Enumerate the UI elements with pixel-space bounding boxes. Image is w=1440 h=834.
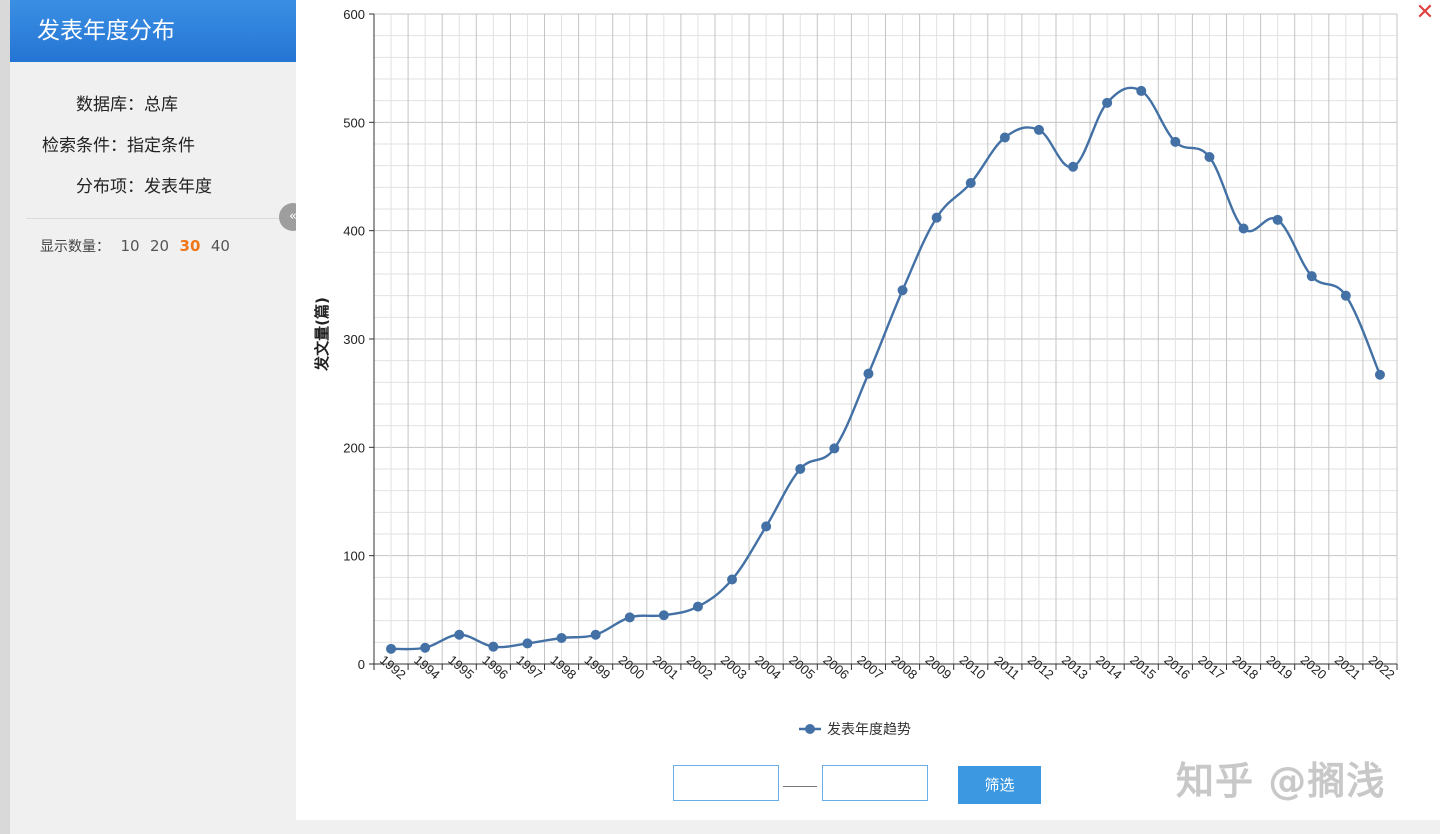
x-tick-label: 2010 <box>957 652 989 682</box>
count-option-40[interactable]: 40 <box>210 237 230 255</box>
x-tick-label: 2014 <box>1093 652 1125 682</box>
display-count-label: 显示数量： <box>40 239 110 255</box>
info-key: 检索条件： <box>42 136 127 156</box>
data-point <box>1238 223 1249 234</box>
x-tick-label: 2005 <box>786 652 818 682</box>
x-tick-label: 1998 <box>547 652 579 682</box>
data-point <box>1204 152 1215 162</box>
x-tick-label: 2006 <box>820 652 852 682</box>
display-count-row: 显示数量： 10 20 30 40 <box>40 236 230 256</box>
x-tick-label: 2007 <box>854 652 886 682</box>
x-tick-label: 1995 <box>445 652 477 682</box>
data-point <box>1170 136 1181 147</box>
data-point <box>1340 290 1351 301</box>
info-row-distribution: 分布项：发表年度 <box>40 172 212 197</box>
y-tick-label: 100 <box>343 549 365 564</box>
y-tick-label: 0 <box>358 657 365 672</box>
watermark: 知乎 @搁浅 <box>1176 759 1386 803</box>
filter-button[interactable]: 筛选 <box>958 766 1041 804</box>
x-tick-label: 2003 <box>718 652 750 682</box>
data-point <box>1068 161 1079 172</box>
x-tick-label: 2008 <box>888 652 920 682</box>
data-point <box>1272 214 1283 225</box>
data-point <box>420 642 431 653</box>
data-point <box>556 633 567 643</box>
data-point <box>488 641 499 652</box>
data-point <box>931 212 942 223</box>
data-point <box>1136 85 1147 96</box>
x-tick-label: 1999 <box>582 652 614 682</box>
data-point <box>829 443 840 454</box>
end-year-input[interactable] <box>822 765 928 801</box>
x-tick-label: 2013 <box>1059 652 1091 682</box>
data-point <box>590 629 601 640</box>
x-tick-label: 1997 <box>513 652 545 682</box>
info-row-condition: 检索条件：指定条件 <box>24 131 195 156</box>
x-tick-label: 1996 <box>479 652 511 682</box>
y-tick-label: 300 <box>343 332 365 347</box>
start-year-input[interactable] <box>673 765 779 801</box>
y-tick-label: 500 <box>343 115 365 130</box>
data-point <box>999 132 1010 143</box>
x-tick-label: 2016 <box>1161 652 1193 682</box>
x-tick-label: 2009 <box>923 652 955 682</box>
x-tick-label: 2021 <box>1332 652 1364 682</box>
y-tick-label: 200 <box>343 440 365 455</box>
x-tick-label: 2022 <box>1366 652 1398 682</box>
background-page-strip <box>0 0 12 834</box>
x-tick-label: 2015 <box>1127 652 1159 682</box>
data-point <box>965 178 976 188</box>
left-panel: 发表年度分布 数据库：总库 检索条件：指定条件 分布项：发表年度 显示数量： 1… <box>10 0 296 834</box>
panel-title: 发表年度分布 <box>10 0 296 62</box>
y-tick-label: 600 <box>343 7 365 22</box>
data-point <box>897 285 908 296</box>
y-tick-label: 400 <box>343 224 365 239</box>
background-page-bottom <box>296 820 1440 834</box>
x-tick-label: 2004 <box>752 652 784 682</box>
count-option-30[interactable]: 30 <box>179 237 201 255</box>
info-value: 指定条件 <box>127 136 195 156</box>
count-option-10[interactable]: 10 <box>120 237 140 255</box>
data-point <box>658 610 669 621</box>
x-tick-label: 2001 <box>650 652 682 682</box>
count-option-20[interactable]: 20 <box>150 237 170 255</box>
x-tick-label: 1994 <box>411 652 443 682</box>
x-tick-label: 2002 <box>684 652 716 682</box>
data-point <box>522 638 533 649</box>
info-key: 数据库： <box>76 95 144 115</box>
info-value: 发表年度 <box>144 177 212 197</box>
data-point <box>1306 271 1317 282</box>
data-point <box>692 601 703 612</box>
legend-label: 发表年度趋势 <box>827 722 911 738</box>
x-tick-label: 2011 <box>991 653 1022 682</box>
y-axis-label: 发文量(篇) <box>313 297 331 372</box>
x-tick-label: 2017 <box>1195 652 1227 682</box>
data-point <box>454 629 465 640</box>
data-point <box>1033 124 1044 135</box>
x-tick-label: 2020 <box>1298 652 1330 682</box>
data-point <box>727 574 738 585</box>
data-point <box>795 464 806 474</box>
range-dash <box>783 786 817 787</box>
data-point <box>624 612 635 623</box>
data-point <box>1102 97 1113 108</box>
info-key: 分布项： <box>76 177 144 197</box>
x-tick-label: 1992 <box>377 652 409 682</box>
data-point <box>1374 369 1385 380</box>
data-point <box>761 521 772 532</box>
divider <box>26 218 282 219</box>
data-point <box>863 368 874 379</box>
info-row-database: 数据库：总库 <box>40 90 178 115</box>
close-icon[interactable]: ✕ <box>1415 0 1435 25</box>
chart-panel: ✕ 0 100 200 300 400 500 600 1992 1994 1995 1996 199… <box>296 0 1440 820</box>
data-point <box>386 643 397 654</box>
x-tick-label: 2019 <box>1264 652 1296 682</box>
x-tick-label: 2000 <box>616 652 648 682</box>
x-tick-label: 2018 <box>1229 652 1261 682</box>
legend-marker <box>805 724 815 734</box>
info-value: 总库 <box>144 95 178 115</box>
x-tick-label: 2012 <box>1025 652 1057 682</box>
